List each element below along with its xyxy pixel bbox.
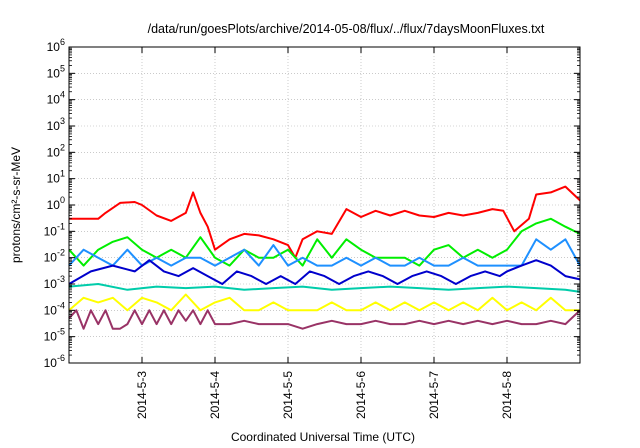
y-tick-exponent: 4 — [60, 90, 65, 100]
y-tick-exponent: 1 — [60, 169, 65, 179]
y-tick-exponent: -6 — [57, 353, 65, 363]
series-group — [68, 185, 581, 330]
x-tick-label: 2014-5-4 — [208, 371, 222, 419]
x-tick-label: 2014-5-6 — [354, 371, 368, 419]
x-tick-label: 2014-5-3 — [135, 371, 149, 419]
x-axis: 2014-5-3 2014-5-4 2014-5-5 2014-5-6 2014-5-7… — [135, 47, 514, 419]
x-tick-label: 2014-5-8 — [500, 371, 514, 419]
y-tick-exponent: 2 — [60, 142, 65, 152]
series-line-5 — [68, 283, 581, 293]
y-tick-exponent: -1 — [57, 221, 65, 231]
grid — [69, 47, 580, 363]
y-tick-exponent: -2 — [57, 248, 65, 258]
y-tick-exponent: 5 — [60, 63, 65, 73]
y-tick-exponent: -3 — [57, 274, 65, 284]
y-tick-exponent: 3 — [60, 116, 65, 126]
y-tick-exponent: -4 — [57, 300, 65, 310]
y-axis-label: protons/cm²-s-sr-MeV — [9, 147, 23, 263]
y-tick-exponent: 6 — [60, 37, 65, 47]
series-line-2 — [68, 217, 581, 267]
series-line-1 — [69, 185, 581, 259]
x-tick-label: 2014-5-5 — [281, 371, 295, 419]
y-tick-exponent: 0 — [60, 195, 65, 205]
x-axis-label: Coordinated Universal Time (UTC) — [231, 430, 415, 444]
chart-title: /data/run/goesPlots/archive/2014-05-08/f… — [148, 22, 545, 36]
series-line-4 — [68, 259, 581, 285]
series-line-3 — [68, 238, 581, 267]
x-tick-label: 2014-5-7 — [427, 371, 441, 419]
series-line-6 — [68, 293, 580, 312]
y-tick-exponent: -5 — [57, 327, 65, 337]
series-line-7 — [68, 309, 581, 330]
